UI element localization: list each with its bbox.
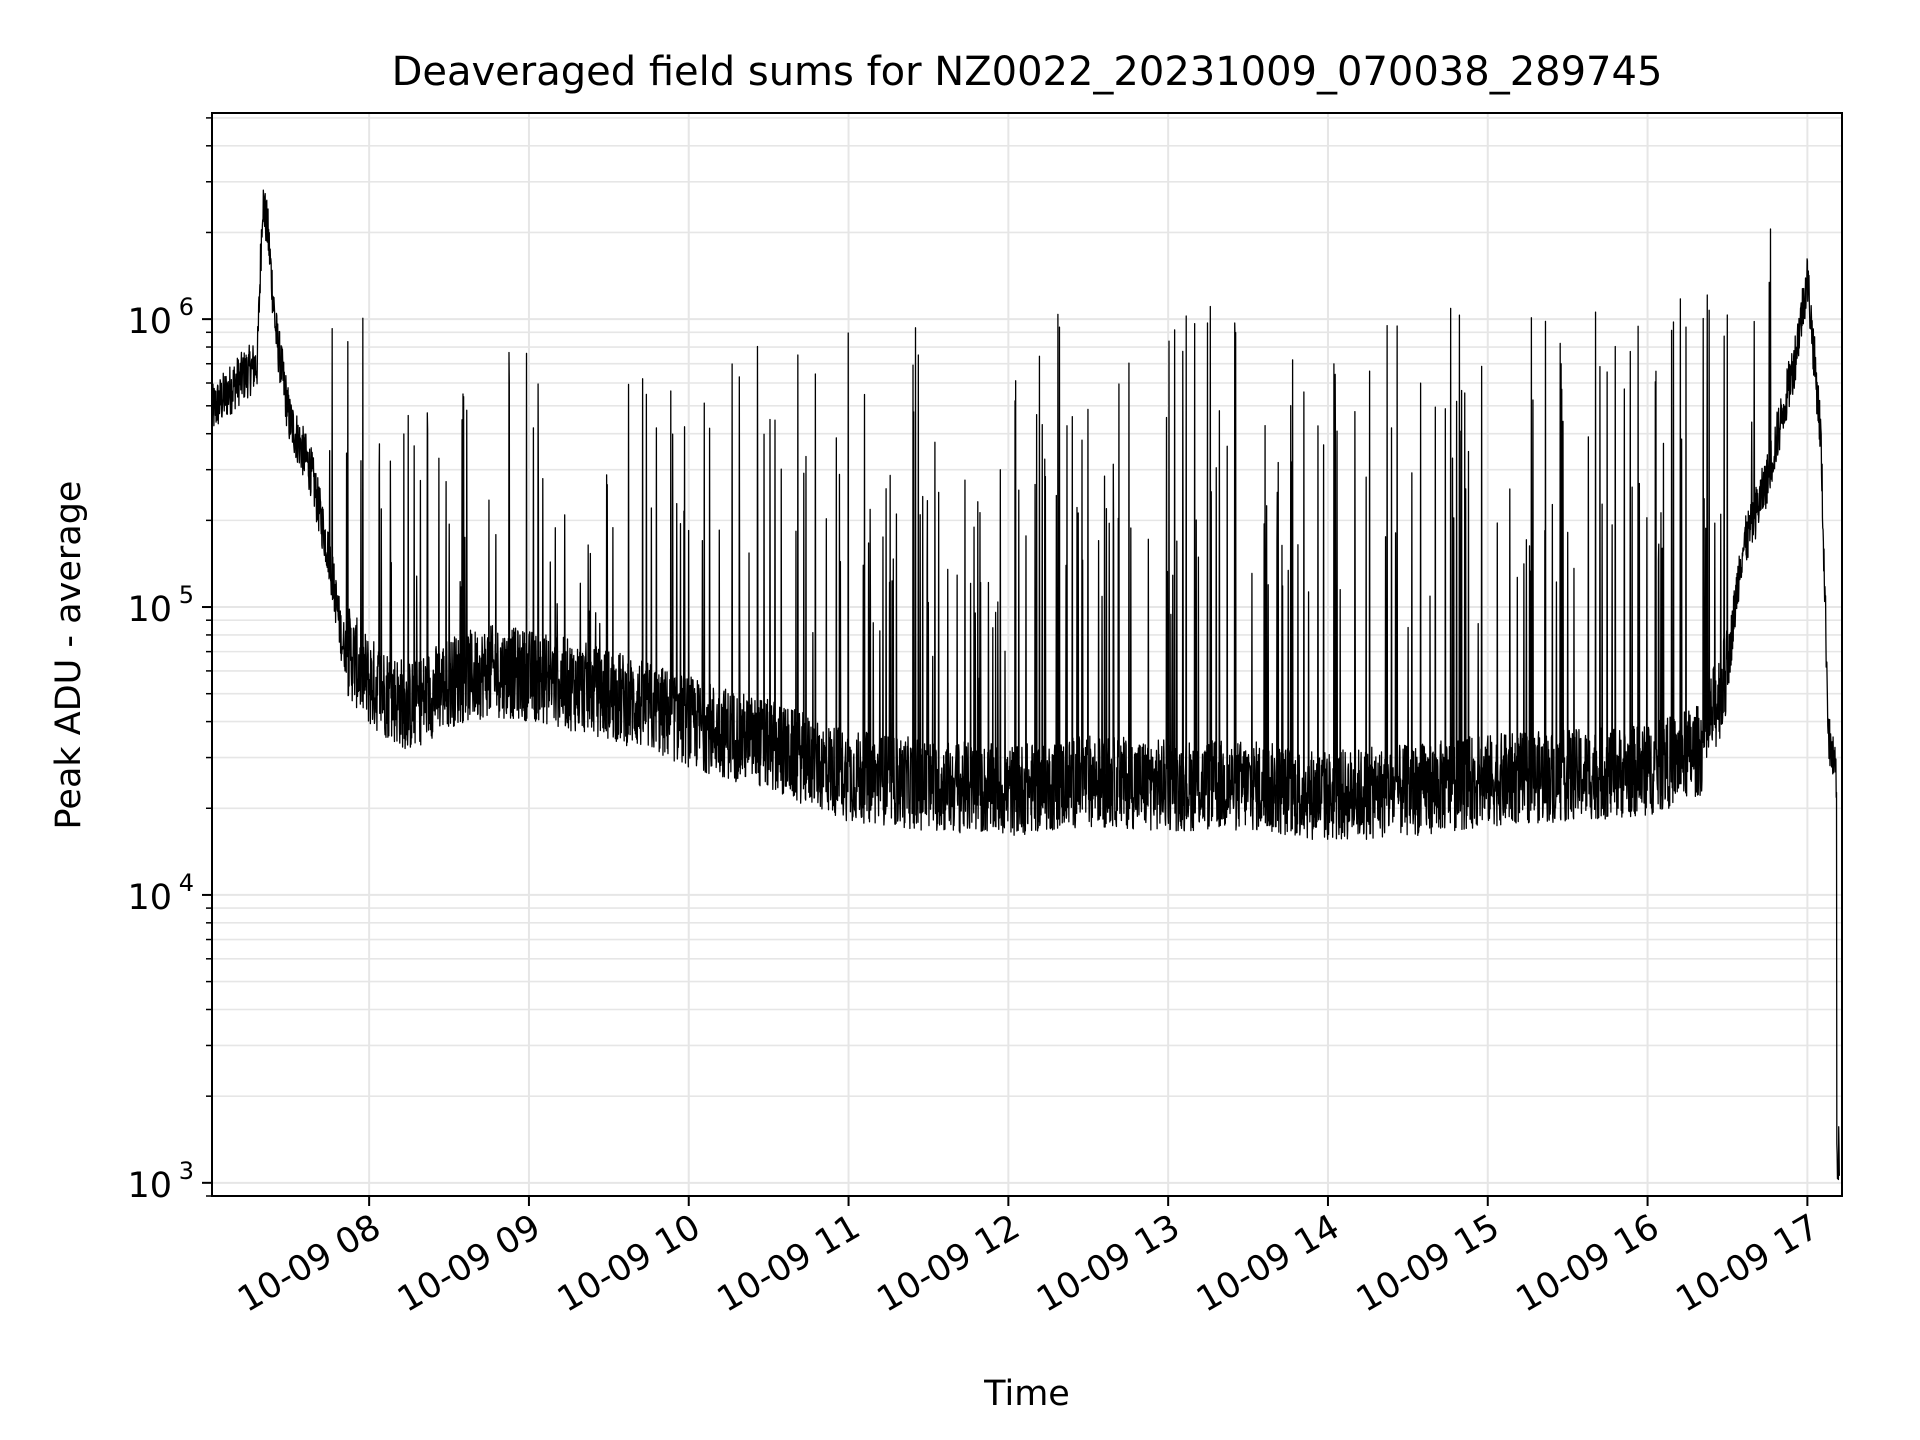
plot-area [212,189,1840,1181]
y-axis-label: Peak ADU - average [49,481,89,830]
series-line [212,189,1840,1181]
grid [212,113,1842,1197]
y-tick-exponent: 3 [179,1157,194,1185]
y-tick-exponent: 6 [179,293,194,321]
y-tick-label: 10 [127,302,172,342]
y-tick-exponent: 4 [179,869,194,897]
y-tick-label: 10 [127,878,172,918]
y-tick-label: 10 [127,1166,172,1206]
x-axis-label: Time [983,1374,1070,1414]
y-tick-label: 10 [127,590,172,630]
y-tick-exponent: 5 [179,581,194,609]
chart-title: Deaveraged field sums for NZ0022_2023100… [392,49,1663,95]
series-layer [212,189,1840,1181]
plot-frame [211,112,1843,1197]
